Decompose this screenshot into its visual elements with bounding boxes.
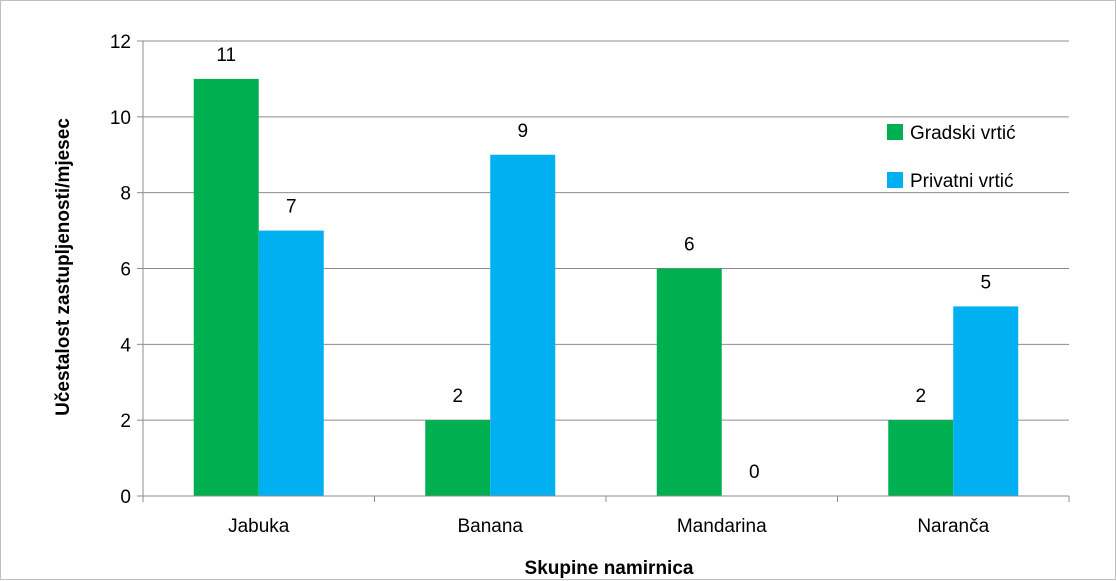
data-label: 9 [517, 121, 528, 142]
bar-privatni [953, 306, 1019, 496]
legend-swatch [887, 172, 903, 188]
category-label: Naranča [917, 516, 989, 537]
category-label: Banana [457, 516, 523, 537]
legend: Gradski vrtić Privatni vrtić [887, 123, 1016, 192]
y-axis-title: Učestalost zastupljenosti/mjesec [53, 118, 74, 416]
y-tick-label: 4 [120, 335, 131, 356]
x-axis-title: Skupine namirnica [525, 558, 694, 579]
y-tick-labels: 0 2 4 6 8 10 12 [110, 32, 132, 508]
y-tick-label: 12 [110, 32, 131, 53]
axes [137, 40, 1070, 502]
bar-gradski [425, 420, 491, 496]
y-tick-label: 6 [120, 260, 131, 281]
data-label: 11 [216, 45, 236, 66]
y-tick-label: 8 [120, 184, 131, 205]
legend-label: Gradski vrtić [910, 123, 1016, 144]
data-label: 6 [684, 235, 695, 256]
legend-label: Privatni vrtić [910, 171, 1013, 192]
category-label: Mandarina [677, 516, 767, 537]
bar-gradski [193, 78, 259, 497]
data-label: 2 [452, 386, 463, 407]
data-label: 5 [980, 272, 991, 293]
legend-swatch [887, 124, 903, 140]
y-tick-label: 2 [120, 411, 131, 432]
bar-privatni [490, 154, 556, 496]
bar-privatni [258, 230, 324, 497]
y-tick-label: 10 [110, 108, 131, 129]
bars [193, 78, 1019, 497]
category-label: Jabuka [228, 516, 290, 537]
data-label: 2 [915, 386, 926, 407]
x-tick-labels: Jabuka Banana Mandarina Naranča [228, 516, 989, 537]
data-labels: 11 7 2 9 6 0 2 5 [216, 45, 991, 483]
data-label: 0 [749, 462, 760, 483]
data-label: 7 [286, 197, 297, 218]
bar-gradski [656, 268, 722, 496]
y-tick-label: 0 [120, 487, 131, 508]
bar-gradski [888, 420, 954, 496]
